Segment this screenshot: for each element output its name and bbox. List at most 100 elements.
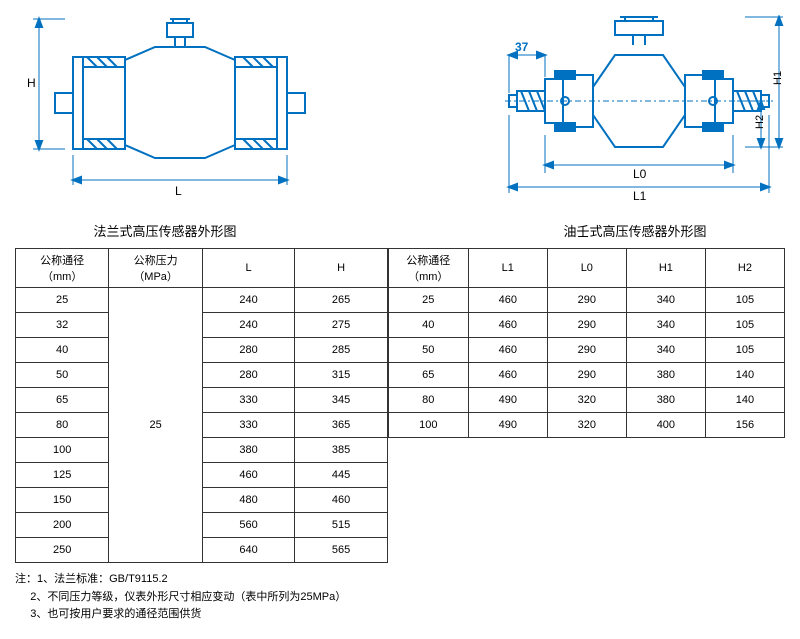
cell: 105 <box>705 313 784 338</box>
cell: 25 <box>16 288 109 313</box>
cell: 380 <box>626 388 705 413</box>
cell: 385 <box>295 438 387 463</box>
note-1: 1、法兰标准：GB/T9115.2 <box>37 573 168 585</box>
table-header: 公称通径（mm） <box>388 249 468 288</box>
cell: 50 <box>16 363 109 388</box>
cell: 105 <box>705 338 784 363</box>
cell: 25 <box>388 288 468 313</box>
cell: 560 <box>202 513 294 538</box>
table-header: L0 <box>547 249 626 288</box>
cell: 100 <box>388 413 468 438</box>
cell: 340 <box>626 338 705 363</box>
right-diagram-caption: 油壬式高压传感器外形图 <box>563 221 706 240</box>
cell: 480 <box>202 488 294 513</box>
table-header: H2 <box>705 249 784 288</box>
cell: 140 <box>705 363 784 388</box>
cell: 65 <box>16 388 109 413</box>
flange-diagram: H L <box>15 15 315 215</box>
cell: 280 <box>202 338 294 363</box>
cell: 125 <box>16 463 109 488</box>
cell: 200 <box>16 513 109 538</box>
table-header: L1 <box>468 249 547 288</box>
cell: 340 <box>626 313 705 338</box>
dim-label-H2: H2 <box>754 115 766 129</box>
cell: 80 <box>16 413 109 438</box>
cell: 265 <box>295 288 387 313</box>
cell: 100 <box>16 438 109 463</box>
dim-label-H: H <box>27 76 36 90</box>
cell: 105 <box>705 288 784 313</box>
cell: 330 <box>202 388 294 413</box>
cell: 290 <box>547 338 626 363</box>
dim-label-L1: L1 <box>633 189 647 203</box>
table-row: 65460290380140 <box>388 363 784 388</box>
table-header: 公称压力（MPa） <box>109 249 203 288</box>
cell: 460 <box>468 363 547 388</box>
cell: 345 <box>295 388 387 413</box>
cell-merged: 25 <box>109 288 203 563</box>
table-row: 80490320380140 <box>388 388 784 413</box>
cell: 150 <box>16 488 109 513</box>
cell: 380 <box>202 438 294 463</box>
table-row: 2525240265 <box>16 288 388 313</box>
cell: 290 <box>547 363 626 388</box>
cell: 285 <box>295 338 387 363</box>
cell: 365 <box>295 413 387 438</box>
notes-prefix: 注： <box>15 573 37 585</box>
cell: 140 <box>705 388 784 413</box>
cell: 40 <box>16 338 109 363</box>
union-diagram: 37 L0 L1 H1 H2 <box>485 15 785 215</box>
right-diagram-box: 37 L0 L1 H1 H2 油壬式高压传感器外形图 <box>485 15 785 240</box>
tables-row: 公称通径（mm）公称压力（MPa）LH 25252402653224027540… <box>15 248 785 563</box>
cell: 320 <box>547 413 626 438</box>
cell: 490 <box>468 388 547 413</box>
table-row: 40460290340105 <box>388 313 784 338</box>
cell: 32 <box>16 313 109 338</box>
table-header: 公称通径（mm） <box>16 249 109 288</box>
table-row: 100490320400156 <box>388 413 784 438</box>
cell: 65 <box>388 363 468 388</box>
cell: 320 <box>547 388 626 413</box>
cell: 640 <box>202 538 294 563</box>
dim-label-L: L <box>175 184 182 198</box>
left-diagram-box: H L 法兰式高压传感器外形图 <box>15 15 315 240</box>
cell: 445 <box>295 463 387 488</box>
cell: 490 <box>468 413 547 438</box>
table-row: 25460290340105 <box>388 288 784 313</box>
cell: 330 <box>202 413 294 438</box>
cell: 565 <box>295 538 387 563</box>
table-header: H1 <box>626 249 705 288</box>
left-table: 公称通径（mm）公称压力（MPa）LH 252524026532 240275 40… <box>15 248 388 563</box>
cell: 290 <box>547 288 626 313</box>
dim-label-H1: H1 <box>772 71 784 85</box>
cell: 340 <box>626 288 705 313</box>
cell: 460 <box>468 313 547 338</box>
cell: 460 <box>295 488 387 513</box>
cell: 156 <box>705 413 784 438</box>
notes: 注：1、法兰标准：GB/T9115.2 2、不同压力等级，仪表外形尺寸相应变动（… <box>15 571 785 624</box>
table-header: H <box>295 249 387 288</box>
cell: 275 <box>295 313 387 338</box>
note-2: 2、不同压力等级，仪表外形尺寸相应变动（表中所列为25MPa） <box>30 591 346 603</box>
note-3: 3、也可按用户要求的通径范围供货 <box>30 608 201 620</box>
cell: 400 <box>626 413 705 438</box>
diagrams-row: H L 法兰式高压传感器外形图 <box>15 15 785 240</box>
cell: 460 <box>468 338 547 363</box>
dim-label-37: 37 <box>515 40 529 54</box>
left-diagram-caption: 法兰式高压传感器外形图 <box>93 221 236 240</box>
cell: 40 <box>388 313 468 338</box>
cell: 515 <box>295 513 387 538</box>
dim-label-L0: L0 <box>633 167 647 181</box>
cell: 280 <box>202 363 294 388</box>
cell: 240 <box>202 313 294 338</box>
cell: 315 <box>295 363 387 388</box>
cell: 250 <box>16 538 109 563</box>
right-table: 公称通径（mm）L1L0H1H2 25460290340105404602903… <box>388 248 785 438</box>
cell: 380 <box>626 363 705 388</box>
table-header: L <box>202 249 294 288</box>
cell: 290 <box>547 313 626 338</box>
table-row: 50460290340105 <box>388 338 784 363</box>
cell: 80 <box>388 388 468 413</box>
cell: 460 <box>202 463 294 488</box>
cell: 460 <box>468 288 547 313</box>
